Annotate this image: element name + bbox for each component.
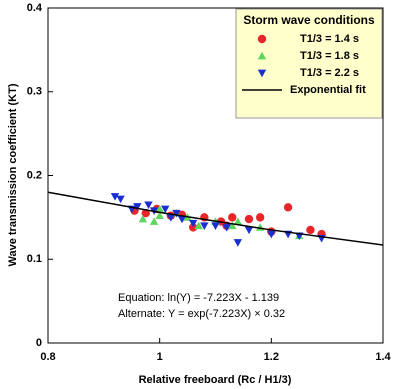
legend-box xyxy=(235,8,383,119)
fit-line xyxy=(47,191,384,246)
point xyxy=(155,211,164,220)
point xyxy=(110,193,120,201)
point xyxy=(155,204,164,213)
point xyxy=(306,225,315,235)
legend-label: Exponential fit xyxy=(290,84,366,96)
legend-title: Storm wave conditions xyxy=(243,13,375,27)
point xyxy=(222,224,231,232)
point xyxy=(244,214,254,224)
point xyxy=(161,205,170,214)
legend-label: T1/3 = 1.8 s xyxy=(300,50,359,62)
x-tick-label: 0.8 xyxy=(40,351,55,363)
point xyxy=(177,215,187,224)
point xyxy=(194,221,203,230)
point xyxy=(149,217,159,225)
legend-marker xyxy=(257,34,267,44)
annotation: Equation: ln(Y) = -7.223X - 1.139 xyxy=(118,292,279,304)
point xyxy=(233,217,243,225)
y-tick-label: 0 xyxy=(36,337,42,349)
point xyxy=(200,222,209,230)
point xyxy=(244,226,254,235)
legend-marker xyxy=(257,69,267,78)
point xyxy=(144,201,153,210)
point xyxy=(166,214,176,222)
point xyxy=(133,203,142,211)
point xyxy=(138,214,148,223)
x-axis-title: Relative freeboard (Rc / H1/3) xyxy=(139,374,292,386)
y-tick-label: 0.4 xyxy=(27,2,43,14)
point xyxy=(188,219,198,228)
x-tick-label: 1.4 xyxy=(375,351,391,363)
y-axis-title: Wave transmission coefficient (KT) xyxy=(7,83,19,266)
point xyxy=(172,209,181,218)
point xyxy=(228,213,237,222)
point xyxy=(255,213,265,222)
x-tick-label: 1 xyxy=(157,351,163,363)
y-tick-label: 0.3 xyxy=(27,86,42,98)
legend-label: T1/3 = 2.2 s xyxy=(300,67,359,79)
point xyxy=(116,195,125,204)
point xyxy=(233,239,243,247)
legend-label: T1/3 = 1.4 s xyxy=(300,33,359,45)
point xyxy=(141,208,150,218)
annotation: Alternate: Y = exp(-7.223X) × 0.32 xyxy=(118,308,285,320)
y-tick-label: 0.2 xyxy=(27,169,42,181)
point xyxy=(228,221,237,230)
point xyxy=(283,203,293,212)
legend-marker xyxy=(257,51,267,60)
point xyxy=(267,230,276,239)
point xyxy=(211,222,220,230)
x-tick-label: 1.2 xyxy=(264,351,279,363)
y-tick-label: 0.1 xyxy=(27,253,42,265)
